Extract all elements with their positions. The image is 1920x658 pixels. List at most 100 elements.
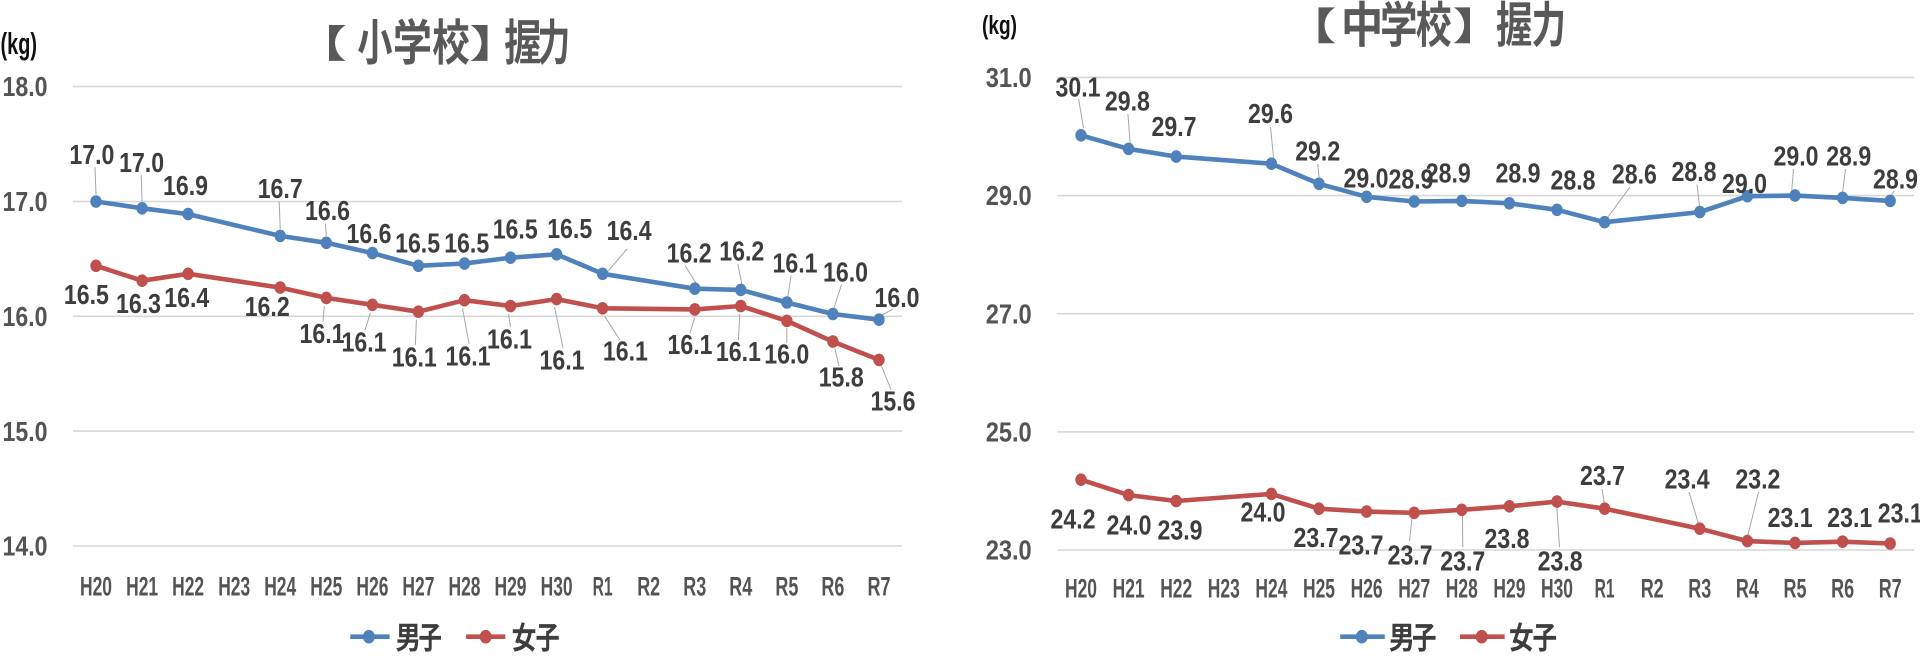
svg-text:H28: H28 [1446, 574, 1478, 604]
svg-text:16.2: 16.2 [667, 237, 712, 268]
svg-text:14.0: 14.0 [3, 531, 48, 562]
svg-text:29.7: 29.7 [1152, 111, 1197, 142]
svg-text:H30: H30 [541, 572, 573, 602]
svg-text:16.5: 16.5 [493, 214, 538, 245]
svg-text:R1: R1 [593, 572, 613, 602]
svg-text:R2: R2 [637, 572, 660, 602]
svg-text:R4: R4 [729, 572, 752, 602]
svg-text:23.0: 23.0 [986, 535, 1032, 566]
svg-text:18.0: 18.0 [3, 71, 48, 102]
svg-text:28.6: 28.6 [1612, 159, 1657, 190]
svg-text:R3: R3 [1688, 574, 1711, 604]
svg-text:23.7: 23.7 [1388, 539, 1433, 570]
svg-text:H29: H29 [495, 572, 527, 602]
svg-text:H20: H20 [1065, 574, 1097, 604]
svg-text:R7: R7 [868, 572, 891, 602]
svg-text:H22: H22 [1160, 574, 1192, 604]
svg-text:16.9: 16.9 [163, 170, 208, 201]
svg-text:16.6: 16.6 [305, 195, 350, 226]
svg-text:16.3: 16.3 [116, 288, 161, 319]
svg-text:H22: H22 [172, 572, 204, 602]
svg-text:H21: H21 [1113, 574, 1145, 604]
svg-text:24.2: 24.2 [1051, 504, 1096, 535]
svg-text:H25: H25 [1303, 574, 1335, 604]
svg-text:16.0: 16.0 [823, 256, 868, 287]
svg-text:16.0: 16.0 [875, 282, 920, 313]
svg-text:16.1: 16.1 [773, 247, 818, 278]
svg-text:(kg): (kg) [982, 12, 1017, 40]
svg-text:29.8: 29.8 [1105, 85, 1150, 116]
svg-text:24.0: 24.0 [1241, 497, 1286, 528]
svg-text:16.7: 16.7 [258, 173, 303, 204]
svg-text:16.1: 16.1 [540, 344, 585, 375]
svg-text:H24: H24 [264, 572, 296, 602]
svg-text:15.6: 15.6 [871, 385, 916, 416]
svg-text:H20: H20 [80, 572, 112, 602]
svg-text:R6: R6 [1831, 574, 1854, 604]
svg-text:23.7: 23.7 [1294, 522, 1339, 553]
svg-text:R2: R2 [1641, 574, 1664, 604]
svg-text:16.1: 16.1 [487, 324, 532, 355]
svg-text:16.1: 16.1 [603, 335, 648, 366]
svg-text:29.2: 29.2 [1295, 136, 1340, 167]
svg-text:R5: R5 [775, 572, 798, 602]
svg-text:R7: R7 [1879, 574, 1902, 604]
svg-text:29.6: 29.6 [1248, 98, 1293, 129]
svg-text:27.0: 27.0 [986, 298, 1032, 329]
svg-text:R6: R6 [821, 572, 844, 602]
svg-text:29.0: 29.0 [1344, 163, 1389, 194]
svg-text:23.7: 23.7 [1580, 460, 1625, 491]
svg-text:H21: H21 [126, 572, 158, 602]
svg-text:H23: H23 [218, 572, 250, 602]
svg-text:23.7: 23.7 [1339, 530, 1384, 561]
svg-text:H23: H23 [1208, 574, 1240, 604]
svg-text:16.1: 16.1 [300, 318, 345, 349]
svg-text:H30: H30 [1541, 574, 1573, 604]
svg-text:16.1: 16.1 [342, 327, 387, 358]
svg-text:28.8: 28.8 [1551, 165, 1596, 196]
svg-text:16.1: 16.1 [392, 342, 437, 373]
svg-text:16.0: 16.0 [764, 339, 809, 370]
svg-text:15.8: 15.8 [819, 362, 864, 393]
svg-text:16.4: 16.4 [164, 282, 210, 313]
svg-text:(kg): (kg) [1, 26, 38, 61]
svg-text:R4: R4 [1736, 574, 1759, 604]
svg-text:28.9: 28.9 [1826, 141, 1871, 172]
svg-text:16.5: 16.5 [395, 228, 440, 259]
svg-text:16.5: 16.5 [64, 279, 109, 310]
svg-text:24.0: 24.0 [1107, 510, 1152, 541]
svg-text:23.4: 23.4 [1665, 464, 1711, 495]
svg-text:29.0: 29.0 [986, 180, 1032, 211]
svg-text:23.2: 23.2 [1735, 464, 1780, 495]
svg-text:16.2: 16.2 [245, 291, 290, 322]
svg-text:H29: H29 [1493, 574, 1525, 604]
svg-text:15.0: 15.0 [3, 416, 48, 447]
svg-text:28.9: 28.9 [1873, 163, 1918, 194]
svg-text:H26: H26 [1351, 574, 1383, 604]
svg-text:28.8: 28.8 [1672, 156, 1717, 187]
svg-text:29.0: 29.0 [1774, 141, 1819, 172]
svg-text:23.1: 23.1 [1827, 502, 1872, 533]
svg-text:23.8: 23.8 [1538, 546, 1583, 577]
svg-text:16.6: 16.6 [347, 218, 392, 249]
svg-text:16.4: 16.4 [607, 215, 653, 246]
svg-text:29.0: 29.0 [1722, 168, 1767, 199]
svg-text:28.9: 28.9 [1426, 157, 1471, 188]
svg-text:16.0: 16.0 [3, 301, 48, 332]
svg-text:28.9: 28.9 [1496, 157, 1541, 188]
svg-text:H27: H27 [1398, 574, 1430, 604]
svg-text:16.2: 16.2 [719, 236, 764, 267]
svg-text:23.8: 23.8 [1485, 523, 1530, 554]
svg-text:16.5: 16.5 [444, 228, 489, 259]
svg-text:30.1: 30.1 [1056, 71, 1101, 102]
svg-text:R3: R3 [683, 572, 706, 602]
svg-text:23.1: 23.1 [1768, 502, 1813, 533]
svg-text:H24: H24 [1255, 574, 1287, 604]
svg-text:H25: H25 [310, 572, 342, 602]
svg-text:17.0: 17.0 [69, 139, 114, 170]
svg-text:25.0: 25.0 [986, 417, 1032, 448]
svg-text:31.0: 31.0 [986, 62, 1032, 93]
svg-text:H27: H27 [402, 572, 434, 602]
svg-text:R1: R1 [1595, 574, 1615, 604]
svg-text:16.1: 16.1 [668, 329, 713, 360]
